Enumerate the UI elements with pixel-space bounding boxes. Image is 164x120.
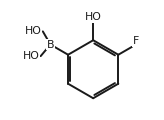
Text: HO: HO [25, 26, 41, 36]
Text: F: F [133, 36, 139, 46]
Text: B: B [47, 39, 54, 50]
Text: HO: HO [22, 51, 39, 61]
Text: HO: HO [85, 12, 102, 22]
